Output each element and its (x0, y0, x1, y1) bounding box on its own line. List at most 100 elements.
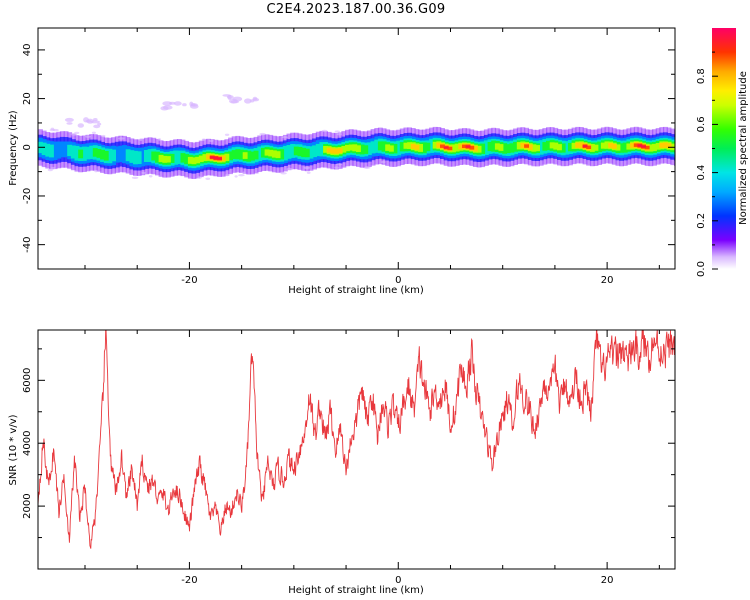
spectrogram-cell (158, 154, 164, 163)
spectrogram-cell (103, 151, 109, 161)
spectrogram-cell (396, 140, 402, 156)
spectrogram-cell (582, 145, 588, 148)
spectrogram-cell (206, 154, 211, 160)
spectrogram-cell (494, 143, 500, 150)
spectrogram-cell (209, 156, 215, 159)
spectrogram-y-tick-label: 0 (22, 144, 33, 150)
spectrogram-cell (315, 143, 321, 157)
spectrogram-cell (359, 144, 365, 155)
spectrogram-y-tick-label: -40 (22, 236, 33, 252)
spectrogram-cell (535, 145, 540, 152)
spectrogram-cell (125, 149, 131, 162)
spectrogram-cell (366, 142, 372, 155)
spectrogram-x-tick-label: 20 (601, 275, 614, 286)
spectrogram-blob (232, 96, 243, 102)
spectrogram-cell (608, 143, 614, 148)
spectrogram-cell (151, 151, 157, 161)
spectrogram-cell (352, 144, 358, 152)
spectrogram-blob (93, 118, 98, 122)
spectrogram-cell (246, 150, 252, 162)
spectrogram-cell (531, 144, 537, 152)
spectrogram-blob (64, 117, 74, 122)
spectrogram-cell (465, 145, 471, 148)
spectrogram-cell (341, 146, 347, 153)
snr-ticks: -20 0 20 2000 4000 6000 (22, 330, 675, 586)
colorbar-tick-label: 0.6 (696, 116, 707, 132)
spectrogram-speck (158, 138, 162, 141)
spectrogram-cell (575, 142, 581, 148)
spectrogram-cell (118, 145, 124, 163)
spectrogram-cell (641, 145, 646, 148)
spectrogram-cell (557, 144, 562, 151)
spectrogram-cell (334, 148, 339, 154)
spectrogram-cell (374, 139, 380, 153)
colorbar-ticks: 0.0 0.2 0.4 0.6 0.8 (696, 51, 718, 277)
spectrogram-speck (101, 134, 106, 138)
spectrogram-cell (191, 157, 197, 165)
spectrogram-cell (235, 149, 241, 160)
spectrogram-speck (381, 160, 386, 164)
spectrogram-cell (491, 140, 497, 152)
spectrogram-cell (505, 144, 511, 154)
spectrogram-cell (462, 144, 467, 148)
snr-x-tick-label: -20 (181, 575, 197, 586)
spectrogram-y-tick-label: -20 (22, 188, 33, 204)
spectrogram-x-label: Height of straight line (km) (288, 285, 424, 296)
spectrogram-cell (63, 141, 69, 158)
spectrogram-cell (392, 143, 398, 154)
spectrogram-cell (546, 140, 551, 151)
spectrogram-blob (160, 106, 169, 111)
spectrogram-cell (447, 146, 453, 151)
spectrogram-y-tick-label: 20 (22, 92, 33, 105)
spectrogram-blob (249, 99, 255, 103)
spectrogram-speck (141, 171, 146, 175)
spectrogram-x-tick-label: 0 (395, 275, 401, 286)
spectrogram-cell (187, 156, 193, 164)
spectrogram-cell (41, 142, 47, 156)
spectrogram-cell (180, 153, 186, 163)
spectrogram-speck (197, 176, 202, 179)
spectrogram-cell (290, 144, 296, 158)
spectrogram-cell (52, 141, 58, 160)
spectrogram-cell (239, 149, 244, 160)
spectrogram-cell (264, 149, 270, 156)
spectrogram-cell (297, 147, 303, 157)
spectrogram-cell (286, 145, 292, 159)
spectrogram-cell (312, 145, 317, 158)
snr-y-tick-label: 2000 (22, 493, 33, 518)
spectrogram-speck (70, 133, 78, 136)
spectrogram-cell (589, 144, 595, 152)
spectrogram-frame (37, 27, 676, 270)
spectrogram-cell (432, 141, 438, 149)
spectrogram-heatmap (38, 94, 675, 180)
spectrogram-cell (173, 150, 179, 165)
spectrogram-cell (363, 145, 369, 154)
spectrogram-speck (201, 138, 206, 141)
spectrogram-cell (622, 142, 628, 153)
spectrogram-cell (524, 144, 529, 148)
spectrogram-blob (173, 101, 182, 106)
spectrogram-cell (323, 146, 328, 153)
spectrogram-cell (70, 145, 76, 159)
spectrogram-cell (454, 143, 460, 152)
spectrogram-cell (542, 142, 548, 151)
spectrogram-ticks: -20 0 20 -40 -20 0 20 40 (22, 28, 675, 286)
spectrogram-cell (498, 144, 504, 151)
spectrogram-speck (238, 174, 245, 177)
spectrogram-cell (224, 153, 230, 162)
snr-series-line (38, 330, 675, 549)
spectrogram-cell (45, 143, 51, 157)
spectrogram-speck (259, 132, 266, 136)
spectrogram-cell (169, 153, 175, 163)
spectrogram-cell (304, 148, 310, 158)
spectrogram-speck (91, 131, 96, 134)
spectrogram-cell (436, 142, 442, 148)
spectrogram-speck (306, 171, 311, 174)
spectrogram-blob (77, 123, 85, 128)
spectrogram-cell (319, 142, 325, 157)
spectrogram-cell (114, 146, 120, 163)
spectrogram-cell (637, 144, 643, 147)
spectrogram-cell (451, 144, 456, 153)
spectrogram-cell (282, 145, 288, 161)
